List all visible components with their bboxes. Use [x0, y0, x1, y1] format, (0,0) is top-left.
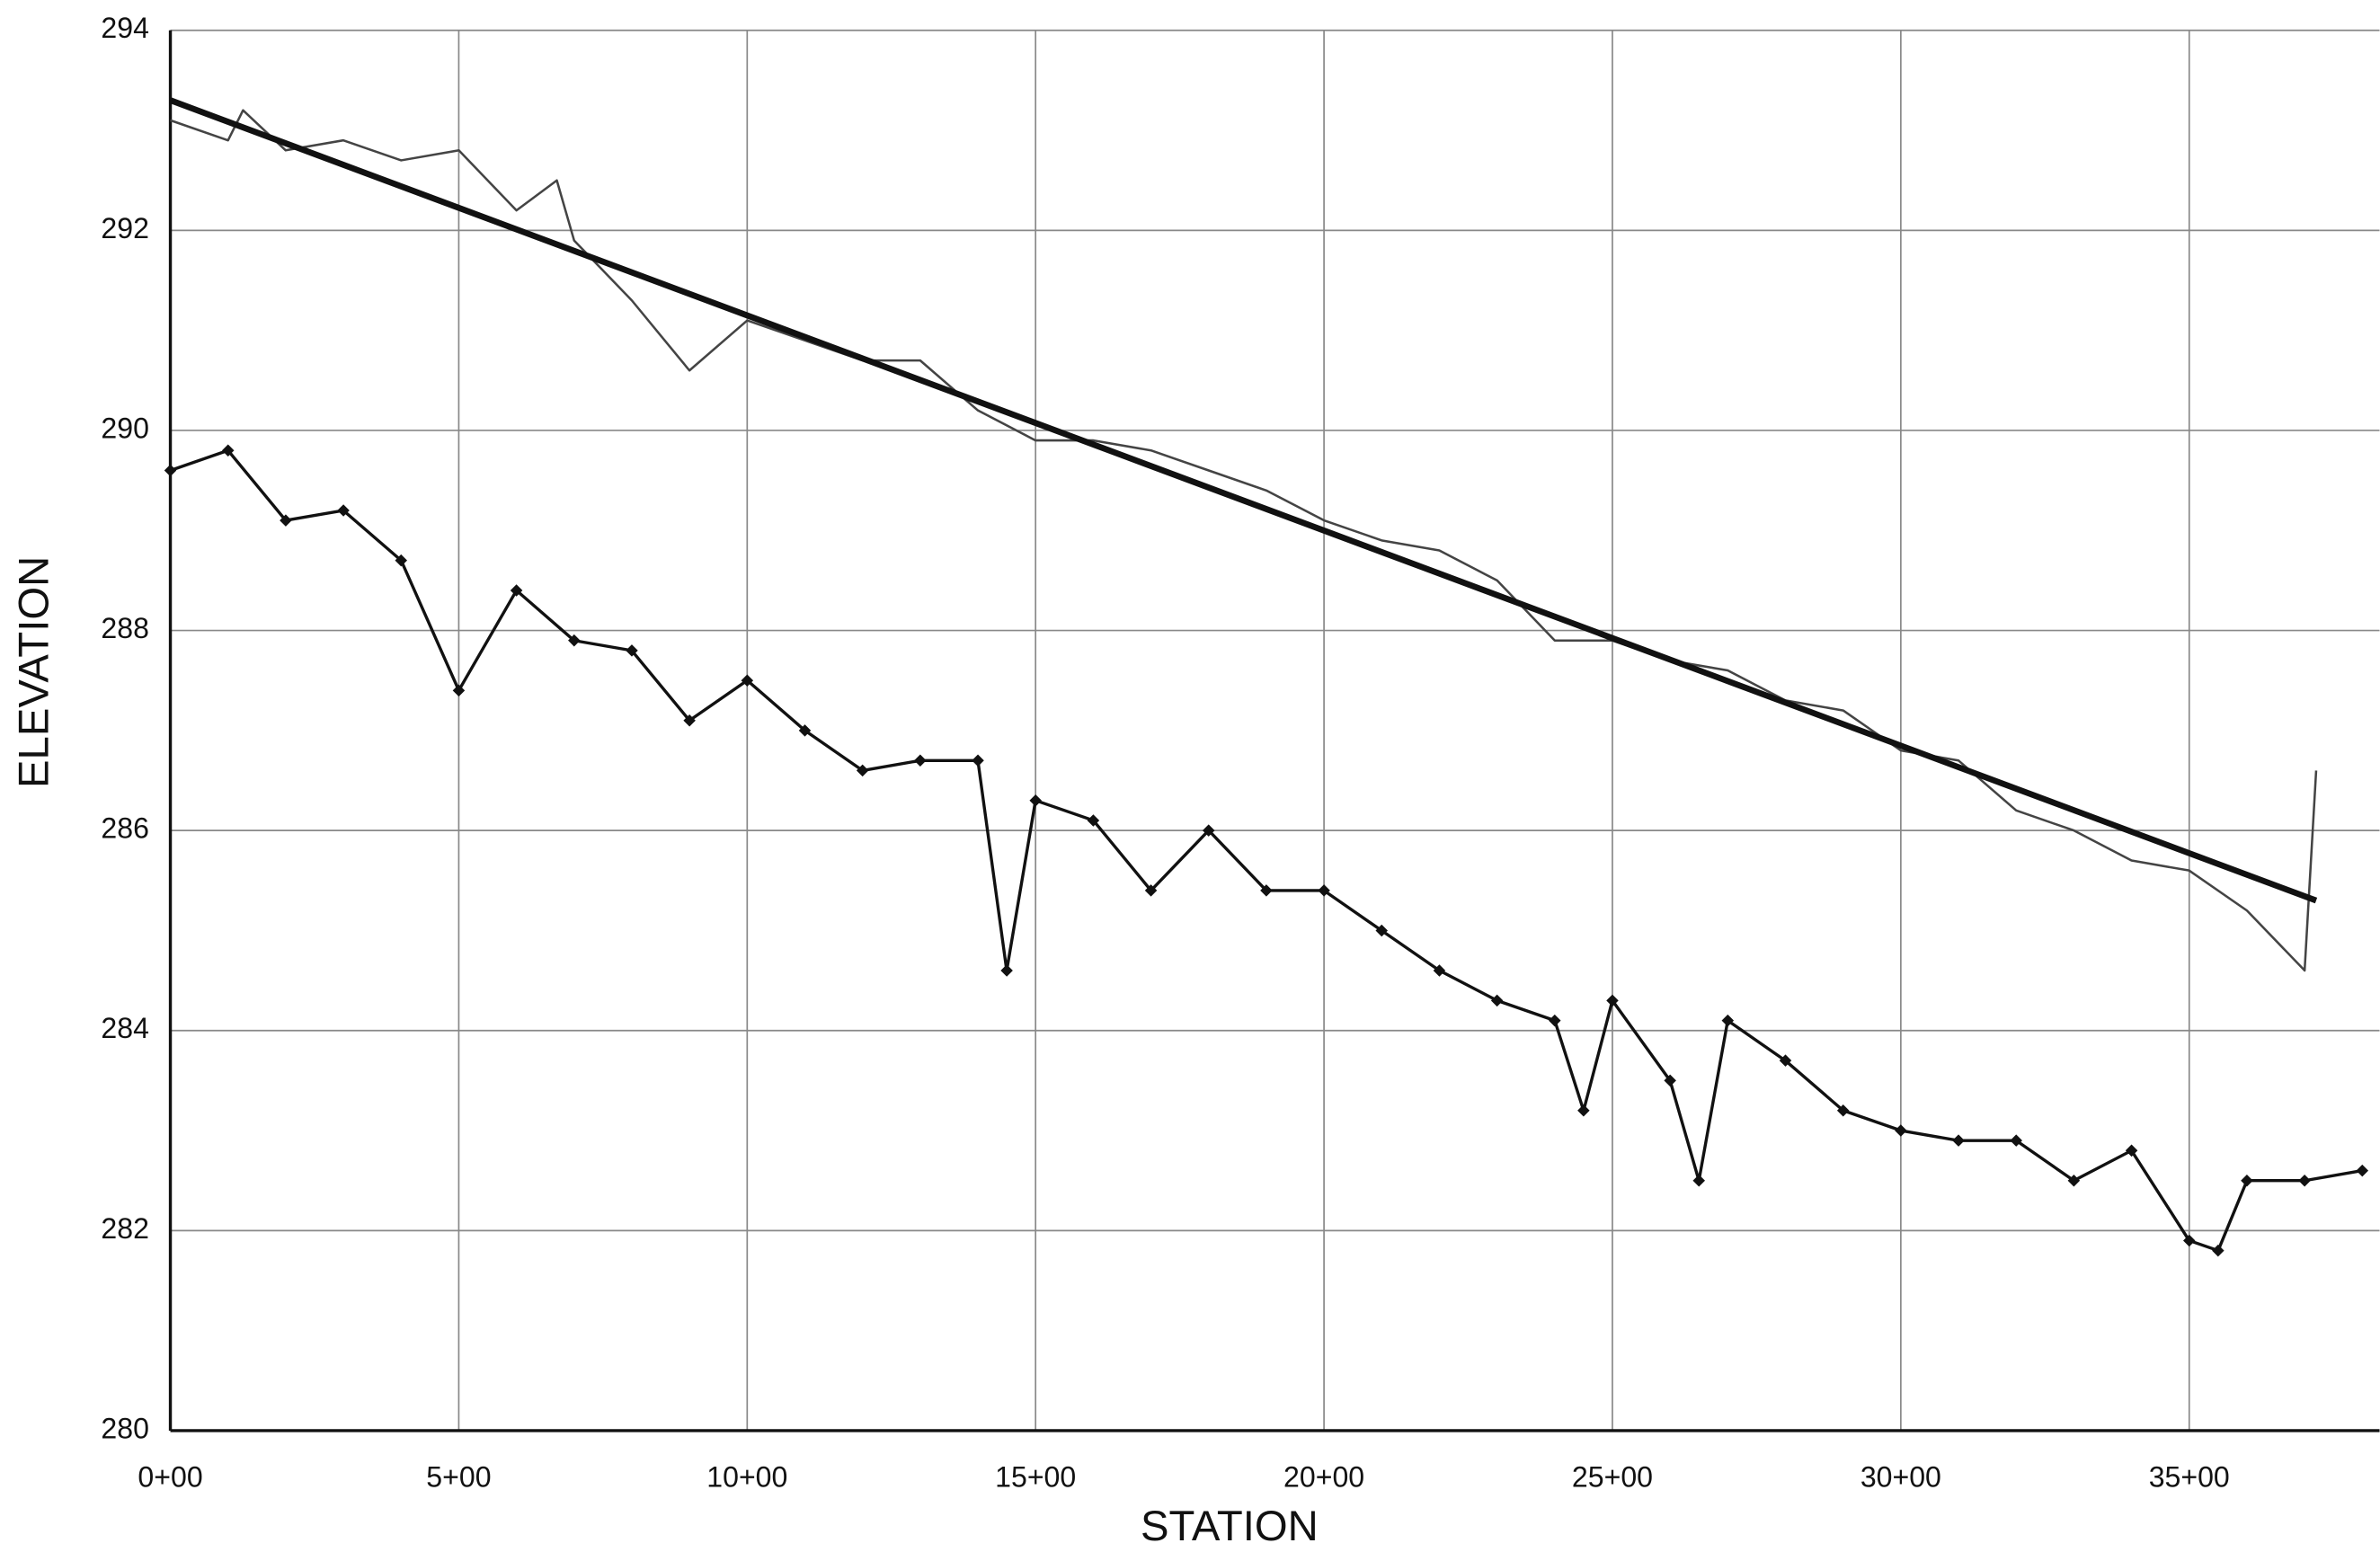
data-marker: [1577, 1104, 1590, 1117]
data-marker: [1490, 994, 1504, 1007]
y-tick-label: 282: [101, 1212, 148, 1245]
data-marker: [1779, 1054, 1792, 1067]
y-axis-title: ELEVATION: [10, 556, 58, 788]
x-axis-title: STATION: [1141, 1503, 1319, 1550]
data-marker: [280, 514, 292, 527]
data-marker: [1087, 814, 1100, 827]
data-marker: [221, 444, 235, 457]
data-marker: [452, 684, 466, 697]
y-tick-label: 288: [101, 612, 148, 644]
x-tick-label: 25+00: [1572, 1460, 1653, 1493]
data-marker: [2067, 1174, 2081, 1187]
data-marker: [1260, 884, 1273, 897]
x-tick-label: 15+00: [995, 1460, 1076, 1493]
data-marker: [1664, 1074, 1676, 1087]
data-marker: [798, 724, 812, 737]
data-marker: [1000, 964, 1013, 977]
x-tick-label: 5+00: [426, 1460, 491, 1493]
data-marker: [1144, 884, 1158, 897]
data-marker: [1029, 794, 1042, 807]
y-tick-label: 292: [101, 212, 148, 244]
data-marker: [972, 754, 984, 767]
data-marker: [2125, 1144, 2138, 1157]
data-marker: [626, 644, 638, 657]
x-tick-label: 30+00: [1860, 1460, 1941, 1493]
data-marker: [683, 714, 696, 727]
data-marker: [164, 464, 177, 477]
series-line: [169, 97, 2318, 904]
data-marker: [2212, 1244, 2225, 1257]
data-marker: [1692, 1174, 1705, 1187]
data-marker: [2241, 1174, 2253, 1187]
data-marker: [1375, 924, 1389, 937]
data-marker: [741, 674, 754, 687]
y-tick-label: 286: [101, 812, 148, 845]
x-tick-label: 10+00: [706, 1460, 787, 1493]
data-marker: [510, 584, 523, 597]
data-marker: [1202, 824, 1215, 837]
x-tick-label: 20+00: [1283, 1460, 1364, 1493]
x-tick-label: 35+00: [2149, 1460, 2230, 1493]
y-tick-label: 280: [101, 1412, 148, 1444]
data-marker: [1318, 884, 1330, 897]
data-marker: [914, 754, 927, 767]
data-marker: [1721, 1014, 1735, 1027]
data-marker: [1836, 1104, 1850, 1117]
data-marker: [1606, 994, 1619, 1007]
data-marker: [1952, 1134, 1965, 1147]
data-marker: [568, 634, 581, 647]
y-tick-label: 290: [101, 412, 148, 444]
data-marker: [1549, 1014, 1561, 1027]
y-tick-label: 294: [101, 12, 148, 44]
y-tick-label: 284: [101, 1012, 148, 1044]
data-marker: [856, 764, 869, 777]
x-tick-label: 0+00: [138, 1460, 202, 1493]
data-marker: [337, 504, 350, 517]
data-marker: [395, 554, 408, 567]
data-marker: [1433, 964, 1446, 977]
